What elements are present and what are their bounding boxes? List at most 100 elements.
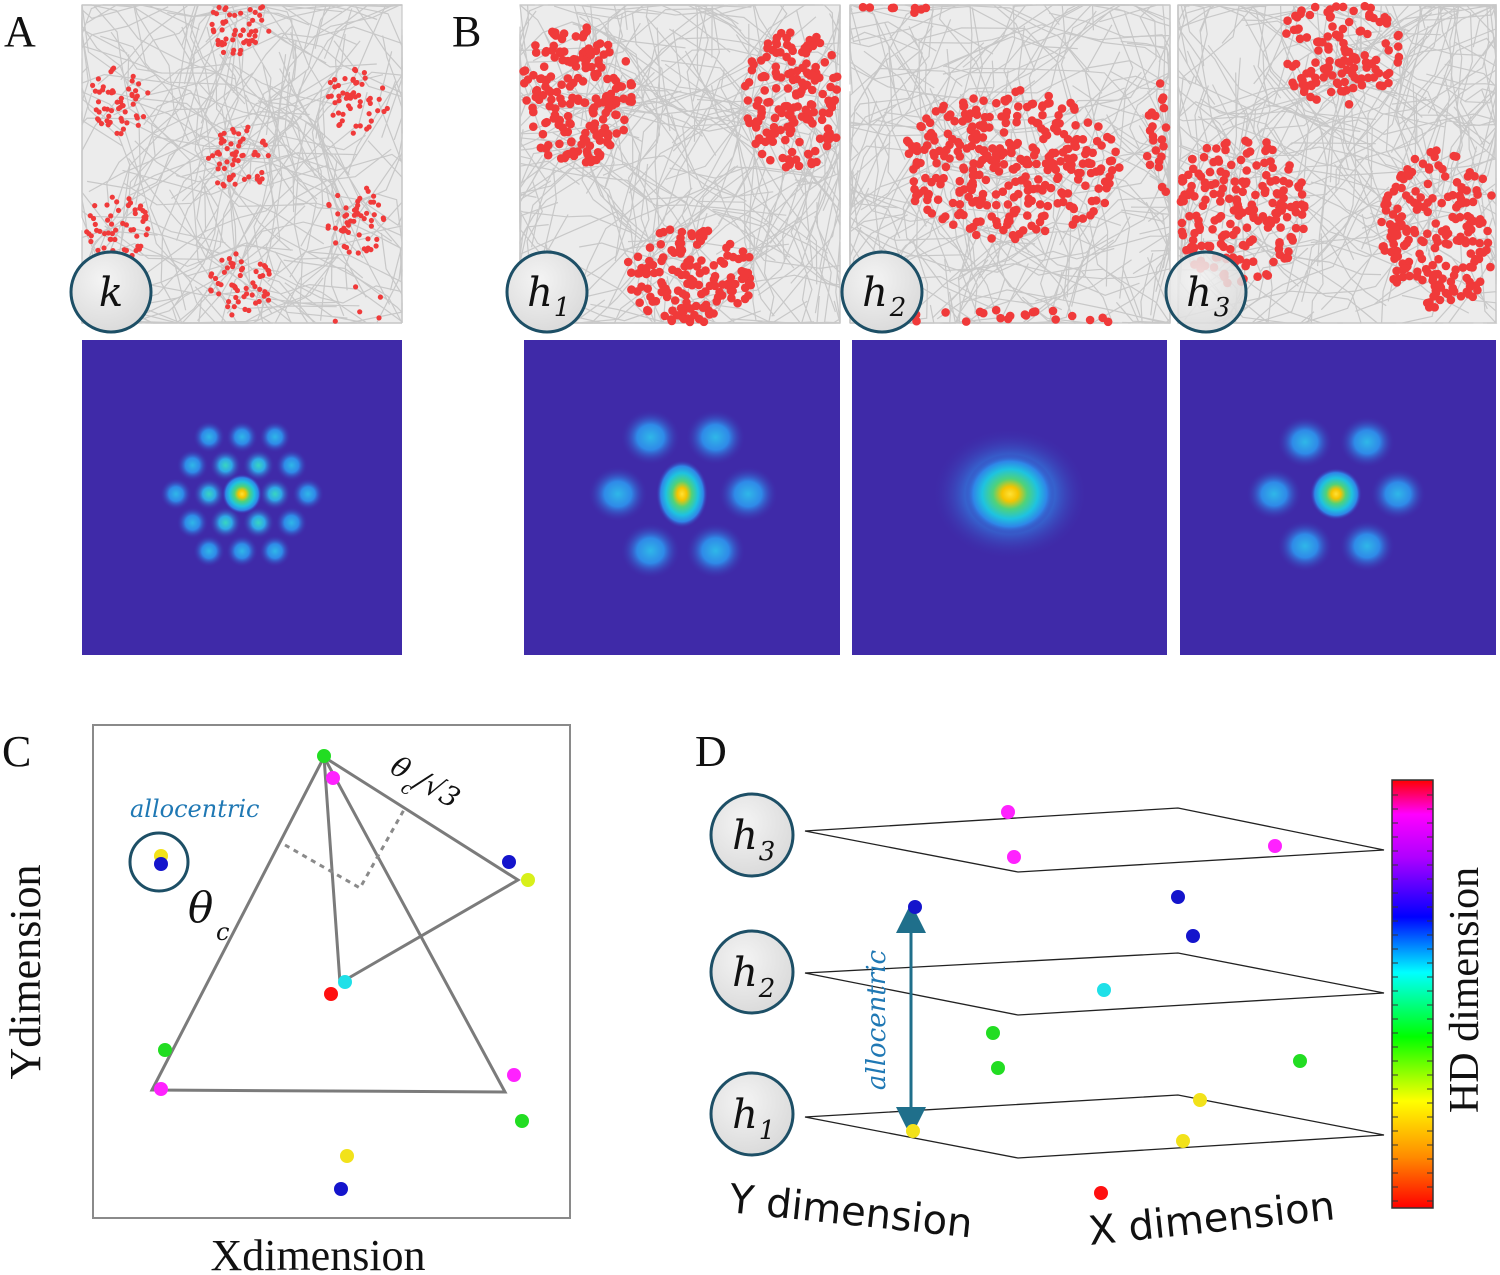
spike-dot	[1268, 163, 1277, 173]
spike-dot	[783, 101, 792, 111]
spike-dot	[772, 39, 782, 49]
yellow-point	[340, 1149, 354, 1163]
spike-dot	[1148, 132, 1158, 141]
spike-dot	[1045, 151, 1055, 161]
spike-dot	[731, 279, 740, 289]
spike-dot	[1286, 232, 1295, 242]
spike-dot	[1027, 116, 1037, 125]
trajectory-path	[265, 4, 333, 135]
plane-h1	[804, 1094, 1385, 1159]
spike-dot	[246, 307, 252, 314]
spike-dot	[119, 102, 125, 109]
heatmap-peak	[160, 478, 192, 510]
spike-dot	[739, 272, 749, 282]
spike-dot	[1085, 315, 1095, 325]
badge-h1-top: h 1	[505, 250, 589, 334]
spike-dot	[992, 217, 1001, 226]
spike-dot	[126, 86, 132, 92]
spike-dot	[1275, 238, 1284, 247]
spike-dot	[807, 100, 817, 110]
spike-dot	[109, 194, 115, 200]
spike-dot	[766, 155, 775, 165]
spike-dot	[1072, 134, 1082, 144]
spike-dot	[1001, 111, 1011, 121]
spike-dot	[227, 12, 233, 18]
spike-dot	[1402, 227, 1411, 236]
spike-dot	[992, 200, 1001, 210]
trajectory-path	[897, 259, 1132, 305]
heatmap-peak	[259, 535, 291, 568]
spike-dot	[999, 148, 1009, 157]
spike-dot	[1210, 216, 1219, 225]
heatmap-peak	[226, 420, 258, 453]
spike-dot	[599, 50, 609, 59]
spike-dot	[1209, 189, 1218, 199]
trajectory-path	[1207, 44, 1409, 172]
spike-dot	[1030, 307, 1040, 316]
spike-dot	[375, 108, 381, 114]
spike-dot	[1177, 218, 1187, 228]
spike-dot	[113, 227, 119, 233]
yellow-point	[1193, 1093, 1207, 1107]
spike-dot	[556, 154, 566, 163]
spike-dot	[350, 130, 356, 136]
spike-dot	[1441, 225, 1451, 234]
spike-dot	[1051, 315, 1060, 324]
spike-dot	[1231, 185, 1241, 194]
heatmap-peak	[1339, 520, 1395, 572]
spike-dot	[612, 96, 621, 105]
spike-dot	[982, 201, 992, 210]
spike-dot	[1245, 147, 1255, 156]
spike-dot	[685, 255, 695, 264]
spike-dot	[122, 109, 128, 115]
spike-dot	[991, 156, 1001, 165]
spike-dot	[965, 109, 975, 118]
spike-dot	[904, 149, 914, 158]
spike-dot	[1279, 176, 1288, 186]
spike-dot	[140, 208, 146, 214]
spike-dot	[252, 33, 258, 39]
spike-dot	[210, 27, 216, 33]
spike-dot	[355, 198, 361, 204]
spike-dot	[565, 118, 574, 128]
heatmap-peak	[259, 478, 291, 510]
spike-dot	[992, 98, 1001, 108]
spike-dot	[1381, 39, 1390, 48]
spike-dot	[1089, 207, 1098, 216]
spike-dot	[1292, 12, 1302, 22]
spike-dot	[1023, 179, 1032, 189]
spike-dot	[1349, 63, 1359, 73]
spike-dot	[1434, 254, 1443, 264]
trajectory-path	[204, 33, 325, 245]
spike-dot	[1028, 143, 1038, 152]
heatmap-peaks	[932, 428, 1088, 560]
spike-dot	[232, 181, 238, 187]
spike-dot	[1401, 191, 1411, 200]
trajectory-path	[314, 4, 402, 50]
trajectory-path	[684, 50, 775, 317]
spike-dot	[262, 289, 268, 295]
spike-dot	[88, 238, 94, 245]
spike-dot	[1300, 84, 1309, 94]
spike-dot	[817, 115, 827, 125]
spike-dot	[231, 304, 237, 310]
trajectory-path	[1183, 57, 1344, 247]
spike-dot	[709, 261, 719, 270]
spike-dot	[1037, 212, 1047, 221]
spike-dot	[237, 51, 243, 57]
spike-dot	[1435, 280, 1444, 289]
spike-dot	[1154, 162, 1164, 172]
heatmap-peak	[1246, 468, 1302, 520]
trajectory-path	[972, 232, 1058, 324]
spike-dot	[1478, 174, 1488, 184]
spike-dot	[757, 72, 766, 82]
spike-dot	[979, 96, 988, 105]
trajectory-path	[204, 40, 295, 233]
spike-dot	[1245, 237, 1255, 247]
spike-dot	[1226, 244, 1235, 254]
spike-dot	[1179, 196, 1188, 206]
spike-dot	[1238, 240, 1248, 250]
spike-dot	[1418, 159, 1428, 168]
spike-dot	[251, 152, 257, 158]
spike-dot	[1262, 170, 1271, 180]
